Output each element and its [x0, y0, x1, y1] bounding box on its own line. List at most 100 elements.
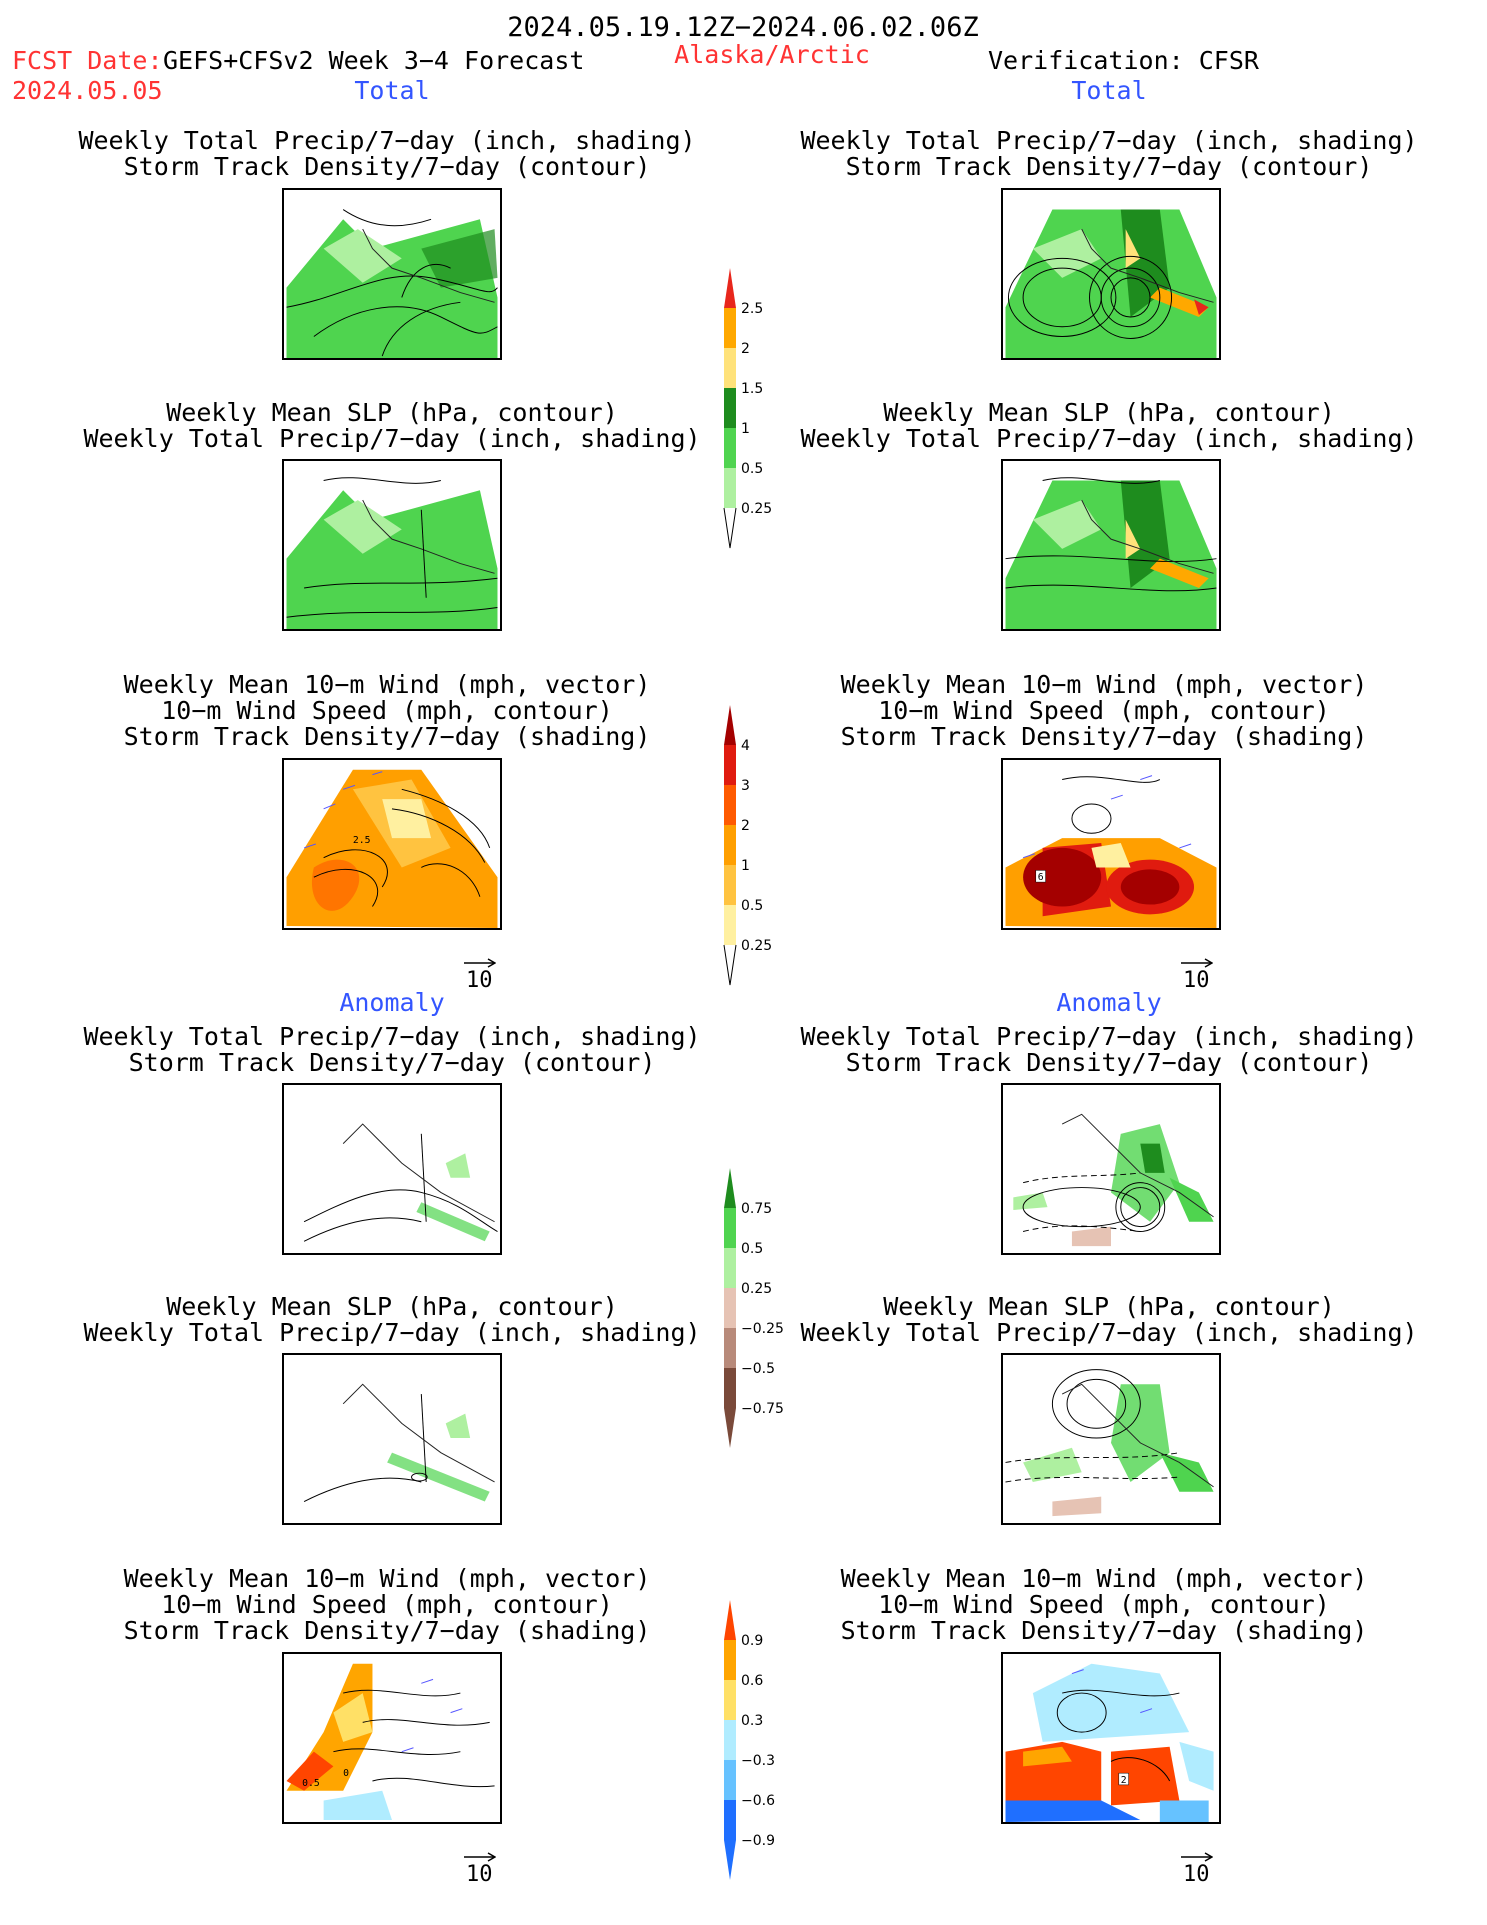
- colorbar-segment: [724, 1368, 736, 1408]
- vector-reference-right-total: 10: [1181, 958, 1213, 993]
- colorbar-segment: [724, 705, 736, 745]
- colorbar-label: 1.5: [741, 381, 763, 397]
- fcst-date-value: 2024.05.05: [12, 76, 163, 105]
- vector-reference-label: 10: [466, 968, 493, 993]
- vector-reference-left-total: 10: [464, 958, 496, 993]
- colorbar-label: 0.3: [741, 1713, 763, 1729]
- colorbar-tail: [723, 507, 737, 549]
- map-total-wind-storm-left: 2.5: [282, 758, 502, 930]
- fcst-date-label: FCST Date:: [12, 46, 163, 75]
- colorbar-label: −0.9: [741, 1833, 775, 1849]
- colorbar-segment: [724, 1720, 736, 1760]
- map-anom-wind-storm-right: 2: [1001, 1652, 1221, 1824]
- panel-title-total-wind-storm-left: Weekly Mean 10−m Wind (mph, vector) 10−m …: [123, 670, 651, 751]
- panel-title-total-precip-storm-right: Weekly Total Precip/7−day (inch, shading…: [800, 126, 1418, 181]
- vector-reference-label: 10: [1183, 968, 1210, 993]
- panel-title-anom-wind-storm-left: Weekly Mean 10−m Wind (mph, vector) 10−m …: [123, 1564, 651, 1645]
- map-anom-wind-storm-left: 0.5 0: [282, 1652, 502, 1824]
- colorbar-tail: [723, 944, 737, 986]
- colorbar-total-storm: 4 3 2 1 0.5 0.25: [718, 705, 788, 995]
- colorbar-segment: [724, 1208, 736, 1248]
- colorbar-label: 0.75: [741, 1201, 772, 1217]
- panel-title-anom-slp-precip-left: Weekly Mean SLP (hPa, contour) Weekly Tot…: [83, 1292, 701, 1347]
- colorbar-segment: [724, 1328, 736, 1368]
- colorbar-label: 0.25: [741, 1281, 772, 1297]
- region-label: Alaska/Arctic: [674, 40, 870, 69]
- colorbar-label: 2.5: [741, 301, 763, 317]
- map-total-wind-storm-right: 6: [1001, 758, 1221, 930]
- colorbar-label: 0.5: [741, 898, 763, 914]
- panel-title-total-slp-precip-left: Weekly Mean SLP (hPa, contour) Weekly Tot…: [83, 398, 701, 453]
- colorbar-label: 0.25: [741, 938, 772, 954]
- model-label: GEFS+CFSv2 Week 3−4 Forecast: [163, 46, 585, 75]
- colorbar-segment: [724, 388, 736, 428]
- section-anomaly-right: Anomaly: [1056, 988, 1162, 1017]
- colorbar-segment: [724, 1840, 736, 1880]
- colorbar-segment: [724, 1760, 736, 1800]
- panel-title-total-slp-precip-right: Weekly Mean SLP (hPa, contour) Weekly Tot…: [800, 398, 1418, 453]
- map-total-slp-precip-left: [282, 459, 502, 631]
- colorbar-label: 0.25: [741, 501, 772, 517]
- date-range: 2024.05.19.12Z−2024.06.02.06Z: [507, 12, 979, 43]
- colorbar-segment: [724, 865, 736, 905]
- vector-reference-left-anom: 10: [464, 1852, 496, 1887]
- map-anom-precip-storm-left: [282, 1083, 502, 1255]
- panel-title-total-precip-storm-left: Weekly Total Precip/7−day (inch, shading…: [78, 126, 696, 181]
- vector-reference-label: 10: [1183, 1862, 1210, 1887]
- colorbar-label: −0.25: [741, 1321, 784, 1337]
- map-contour-label: 2: [1121, 1775, 1127, 1786]
- colorbar-segment: [724, 1288, 736, 1328]
- colorbar-segment: [724, 468, 736, 508]
- colorbar-label: 3: [741, 778, 750, 794]
- colorbar-segment: [724, 825, 736, 865]
- panel-title-anom-slp-precip-right: Weekly Mean SLP (hPa, contour) Weekly Tot…: [800, 1292, 1418, 1347]
- map-total-precip-storm-right: [1001, 188, 1221, 360]
- vector-reference-right-anom: 10: [1181, 1852, 1213, 1887]
- colorbar-label: 0.5: [741, 1241, 763, 1257]
- map-anom-precip-storm-right: [1001, 1083, 1221, 1255]
- map-contour-label: 0: [343, 1768, 349, 1779]
- map-total-slp-precip-right: [1001, 459, 1221, 631]
- colorbar-label: 1: [741, 858, 750, 874]
- colorbar-label: 0.9: [741, 1633, 763, 1649]
- colorbar-segment: [724, 268, 736, 308]
- verification-label: Verification: CFSR: [988, 46, 1259, 75]
- colorbar-label: 4: [741, 738, 750, 754]
- colorbar-segment: [724, 1408, 736, 1448]
- map-anom-slp-precip-left: [282, 1353, 502, 1525]
- colorbar-label: 0.5: [741, 461, 763, 477]
- section-total-left: Total: [354, 76, 430, 105]
- vector-reference-label: 10: [466, 1862, 493, 1887]
- map-total-precip-storm-left: [282, 188, 502, 360]
- colorbar-segment: [724, 745, 736, 785]
- colorbar-label: −0.75: [741, 1401, 784, 1417]
- map-contour-label: 2.5: [353, 835, 371, 846]
- colorbar-segment: [724, 1800, 736, 1840]
- colorbar-label: 2: [741, 818, 750, 834]
- colorbar-segment: [724, 308, 736, 348]
- colorbar-segment: [724, 428, 736, 468]
- colorbar-segment: [724, 1680, 736, 1720]
- colorbar-anom-precip: 0.75 0.5 0.25 −0.25 −0.5 −0.75: [718, 1168, 788, 1458]
- map-contour-label: 0.5: [302, 1778, 320, 1789]
- colorbar-segment: [724, 1640, 736, 1680]
- colorbar-segment: [724, 348, 736, 388]
- section-total-right: Total: [1071, 76, 1147, 105]
- colorbar-label: −0.3: [741, 1753, 775, 1769]
- colorbar-total-precip: 2.5 2 1.5 1 0.5 0.25: [718, 268, 788, 558]
- colorbar-segment: [724, 905, 736, 945]
- panel-title-anom-precip-storm-right: Weekly Total Precip/7−day (inch, shading…: [800, 1022, 1418, 1077]
- colorbar-segment: [724, 1600, 736, 1640]
- colorbar-segment: [724, 1168, 736, 1208]
- colorbar-label: −0.5: [741, 1361, 775, 1377]
- panel-title-total-wind-storm-right: Weekly Mean 10−m Wind (mph, vector) 10−m …: [840, 670, 1368, 751]
- panel-title-anom-precip-storm-left: Weekly Total Precip/7−day (inch, shading…: [83, 1022, 701, 1077]
- colorbar-segment: [724, 785, 736, 825]
- section-anomaly-left: Anomaly: [339, 988, 445, 1017]
- colorbar-label: 0.6: [741, 1673, 763, 1689]
- colorbar-label: −0.6: [741, 1793, 775, 1809]
- panel-title-anom-wind-storm-right: Weekly Mean 10−m Wind (mph, vector) 10−m …: [840, 1564, 1368, 1645]
- colorbar-segment: [724, 1248, 736, 1288]
- colorbar-anom-storm: 0.9 0.6 0.3 −0.3 −0.6 −0.9: [718, 1600, 788, 1890]
- colorbar-label: 2: [741, 341, 750, 357]
